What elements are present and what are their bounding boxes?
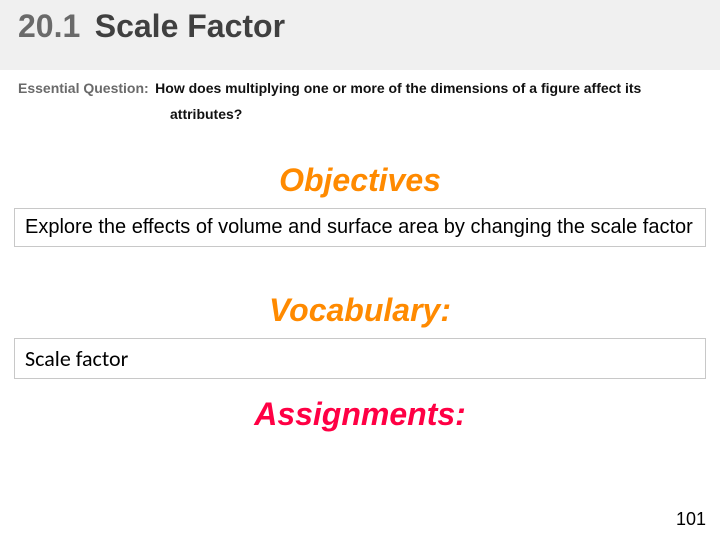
essential-question-line1: How does multiplying one or more of the … — [155, 80, 641, 96]
header-band: 20.1 Scale Factor — [0, 0, 720, 70]
heading-objectives: Objectives — [0, 162, 720, 199]
heading-vocabulary: Vocabulary: — [0, 292, 720, 329]
page-number: 101 — [676, 509, 706, 530]
section-title: Scale Factor — [95, 8, 285, 45]
vocabulary-box: Scale factor — [14, 338, 706, 379]
objectives-box: Explore the effects of volume and surfac… — [14, 208, 706, 247]
vocabulary-text: Scale factor — [25, 345, 128, 372]
essential-question-label: Essential Question: — [18, 80, 149, 96]
objectives-text: Explore the effects of volume and surfac… — [25, 216, 693, 238]
section-number: 20.1 — [18, 8, 80, 45]
heading-assignments: Assignments: — [0, 396, 720, 433]
slide: 20.1 Scale Factor Essential Question: Ho… — [0, 0, 720, 540]
essential-question-line2: attributes? — [170, 106, 702, 122]
essential-question: Essential Question: How does multiplying… — [18, 80, 702, 122]
